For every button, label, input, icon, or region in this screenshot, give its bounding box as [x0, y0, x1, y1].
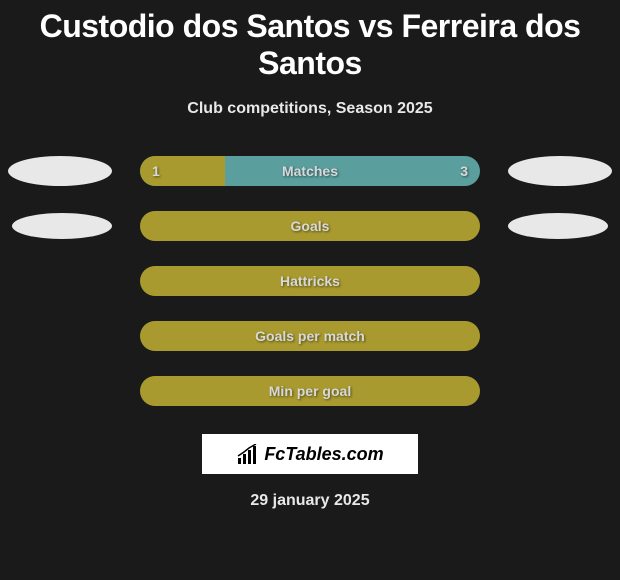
player-right-ellipse — [508, 156, 612, 186]
page-subtitle: Club competitions, Season 2025 — [0, 100, 620, 118]
page-title: Custodio dos Santos vs Ferreira dos Sant… — [0, 0, 620, 82]
stat-row: Goals per match — [0, 321, 620, 351]
player-left-ellipse — [12, 213, 112, 239]
stat-bar: Min per goal — [140, 376, 480, 406]
stat-bar: Hattricks — [140, 266, 480, 296]
bar-label: Goals — [140, 218, 480, 234]
bar-label: Goals per match — [140, 328, 480, 344]
date-label: 29 january 2025 — [0, 492, 620, 510]
stat-bar: Goals per match — [140, 321, 480, 351]
stat-row: Min per goal — [0, 376, 620, 406]
player-left-ellipse — [8, 156, 112, 186]
stat-row: 1Matches3 — [0, 156, 620, 186]
stat-bar: 1Matches3 — [140, 156, 480, 186]
chart-icon — [236, 444, 260, 464]
logo-text: FcTables.com — [264, 444, 383, 465]
bar-value-right: 3 — [460, 163, 468, 179]
bar-label: Hattricks — [140, 273, 480, 289]
player-right-ellipse — [508, 213, 608, 239]
stat-row: Hattricks — [0, 266, 620, 296]
comparison-chart: 1Matches3 Goals Hattricks Goals per match Mi… — [0, 156, 620, 406]
stat-bar: Goals — [140, 211, 480, 241]
bar-label: Min per goal — [140, 383, 480, 399]
bar-label: Matches — [140, 163, 480, 179]
stat-row: Goals — [0, 211, 620, 241]
logo-box: FcTables.com — [202, 434, 418, 474]
